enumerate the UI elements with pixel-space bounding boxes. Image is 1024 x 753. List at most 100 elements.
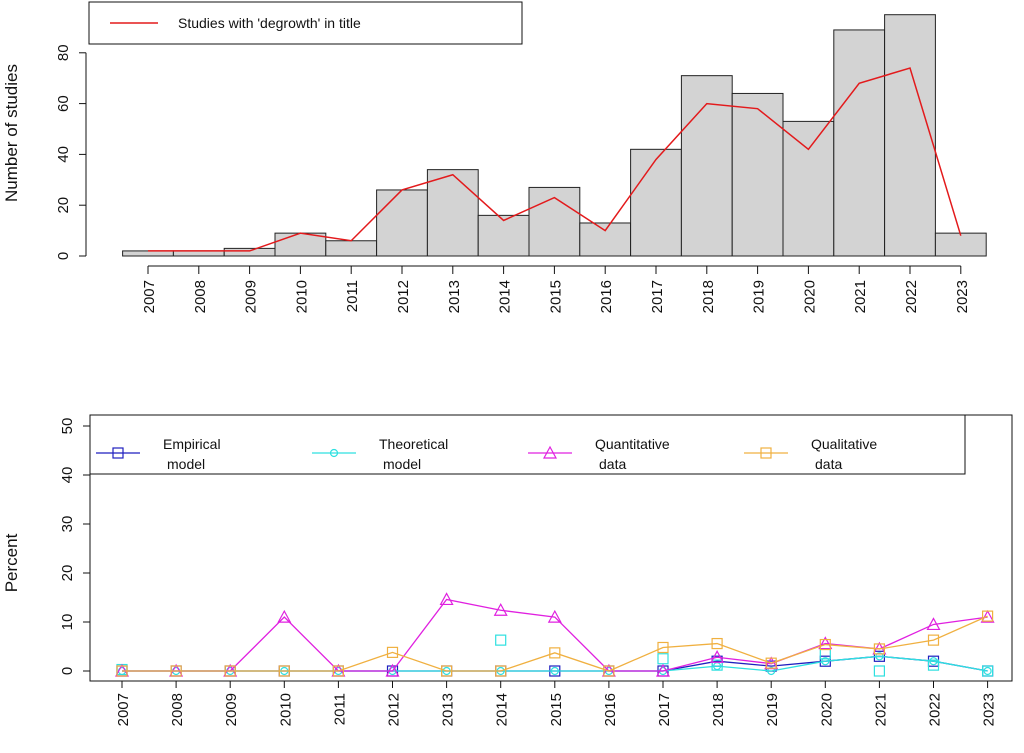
bar-2023	[934, 232, 987, 257]
series-point	[439, 592, 454, 606]
series-point	[981, 665, 994, 677]
top-y-tick-label: 0	[55, 252, 72, 260]
bottom-x-tick-label: 2016	[602, 693, 619, 726]
bottom-legend: Empirical model Theoretical model Quantitati…	[89, 414, 966, 475]
legend-label-line2: data	[815, 456, 842, 472]
series-point	[495, 634, 507, 646]
series-point	[873, 643, 886, 655]
bottom-x-tick-label: 2011	[331, 693, 348, 725]
bottom-y-tick-label: 20	[59, 565, 76, 582]
top-x-tick-label: 2023	[954, 280, 971, 313]
bottom-x-tick-label: 2017	[656, 693, 673, 726]
series-point	[655, 663, 671, 677]
top-x-tick-label: 2016	[598, 280, 615, 313]
top-y-axis: 0 20 40 60 80	[55, 44, 87, 260]
series-qualitative	[116, 610, 994, 677]
legend-label-line1: Qualitative	[811, 436, 877, 452]
legend-swatch-marker	[329, 448, 339, 458]
bar-2018	[680, 75, 733, 257]
series-point	[929, 657, 938, 666]
series-point	[277, 609, 292, 623]
top-x-tick-label: 2015	[547, 280, 564, 313]
series-point	[224, 665, 236, 677]
series-quantitative	[114, 592, 995, 677]
bottom-series	[114, 592, 995, 677]
series-point	[657, 641, 669, 654]
series-point	[116, 665, 128, 677]
top-y-tick-label: 40	[55, 146, 72, 163]
bar-2021	[833, 29, 886, 257]
series-line	[122, 598, 988, 672]
series-point	[549, 647, 561, 659]
bottom-x-tick-label: 2019	[764, 693, 781, 726]
series-point	[657, 653, 669, 665]
series-theoretical	[116, 634, 994, 677]
bottom-y-tick-label: 0	[59, 667, 76, 675]
series-point	[332, 665, 344, 677]
series-point	[547, 609, 562, 623]
series-point	[710, 650, 725, 663]
top-x-tick-label: 2020	[801, 280, 818, 313]
bottom-y-tick-label: 50	[59, 418, 76, 435]
series-point	[386, 646, 399, 658]
bar-2016	[579, 222, 632, 257]
series-point	[980, 609, 995, 623]
series-point	[927, 634, 940, 646]
top-x-tick-label: 2008	[192, 280, 209, 313]
series-point	[765, 657, 777, 669]
series-point	[926, 617, 941, 631]
top-y-tick-label: 80	[55, 44, 72, 61]
bottom-chart: 0 10 20 30 40 50 2007 2008 2009 2010 2011 2012 2013…	[2, 414, 1013, 726]
bottom-legend-entry: Qualitative data	[744, 436, 877, 472]
top-x-tick-label: 2010	[293, 280, 310, 313]
top-x-tick-label: 2021	[852, 280, 869, 313]
series-point	[821, 657, 830, 666]
series-point	[927, 659, 940, 671]
bottom-x-tick-label: 2015	[548, 693, 565, 726]
series-point	[819, 638, 831, 651]
bottom-x-axis: 2007 2008 2009 2010 2011 2012 2013 2014 2015 2016…	[115, 681, 998, 726]
bar-2013	[426, 169, 479, 257]
bottom-x-tick-label: 2018	[710, 693, 727, 726]
top-x-tick-label: 2014	[497, 280, 514, 313]
bar-2012	[376, 189, 428, 257]
bar-2017	[630, 148, 682, 257]
series-line	[122, 615, 988, 672]
legend-label-line1: Empirical	[163, 436, 221, 452]
bar-2015	[528, 186, 581, 257]
legend-swatch-marker	[542, 445, 558, 459]
bottom-x-tick-label: 2009	[223, 693, 240, 726]
series-point	[711, 659, 723, 671]
legend-label-line1: Quantitative	[595, 436, 670, 452]
series-point	[550, 666, 559, 676]
series-point	[983, 666, 992, 676]
legend-swatch-marker	[112, 447, 124, 459]
bar-2010	[274, 232, 327, 257]
series-point	[495, 665, 507, 677]
series-point	[278, 665, 290, 677]
series-point	[875, 652, 884, 661]
top-x-tick-label: 2017	[649, 280, 666, 313]
bottom-y-tick-label: 30	[59, 516, 76, 533]
bottom-x-tick-label: 2023	[981, 693, 998, 726]
bottom-legend-entry: Empirical model	[96, 436, 221, 472]
legend-label-line2: model	[383, 456, 421, 472]
bar-2007	[122, 250, 174, 257]
bottom-legend-entry: Quantitative data	[528, 436, 670, 472]
bar-2008	[172, 250, 225, 257]
bottom-y-axis-label: Percent	[2, 533, 21, 592]
legend-label-line2: data	[599, 456, 626, 472]
top-bars	[122, 14, 987, 257]
series-point	[493, 602, 508, 616]
series-point	[767, 666, 776, 676]
top-x-tick-label: 2022	[903, 280, 920, 313]
series-point	[441, 665, 453, 677]
series-point	[818, 636, 833, 650]
bar-2022	[884, 14, 936, 257]
bottom-x-tick-label: 2021	[872, 693, 889, 726]
series-empirical	[116, 650, 994, 677]
top-x-tick-label: 2018	[700, 280, 717, 313]
